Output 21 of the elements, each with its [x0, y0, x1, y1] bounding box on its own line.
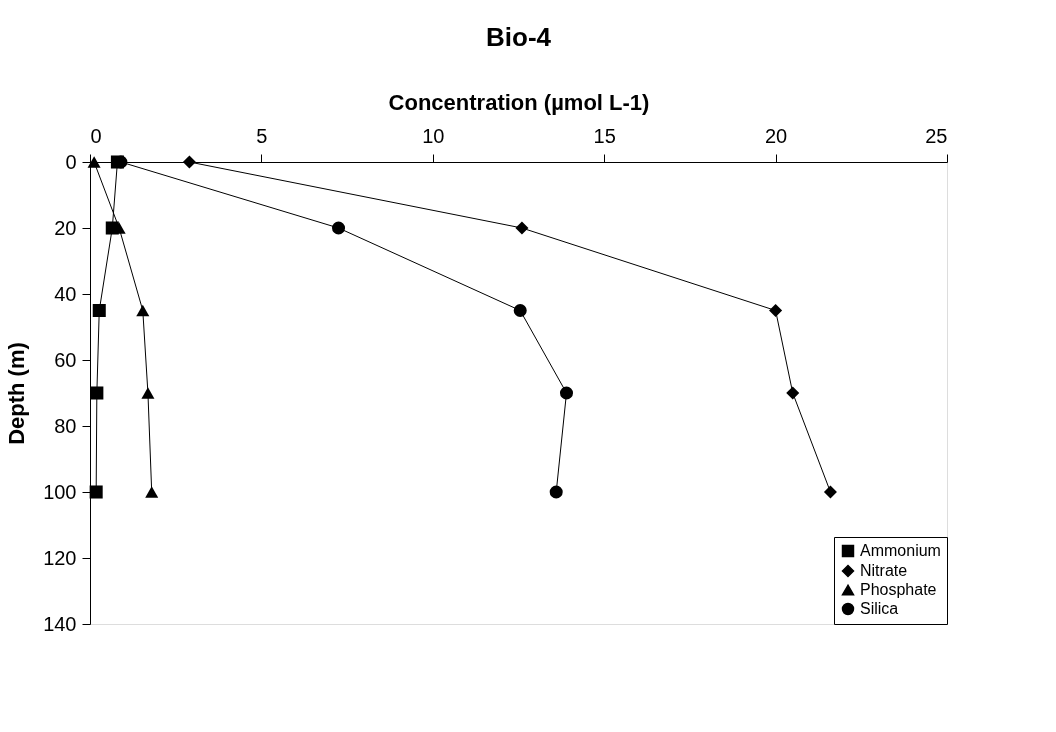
y-tick-label: 40 — [54, 282, 77, 305]
legend-label: Nitrate — [860, 562, 908, 579]
x-tick-label: 5 — [256, 124, 268, 147]
legend-label: Silica — [860, 600, 899, 617]
x-tick-label: 10 — [422, 124, 445, 147]
y-tick-label: 20 — [54, 216, 77, 239]
x-tick-label: 20 — [764, 124, 788, 147]
y-axis-title: Depth (m) — [4, 342, 30, 445]
x-axis-title: Concentration (µmol L-1) — [388, 89, 650, 115]
y-tick-label: 0 — [65, 150, 77, 173]
legend-label: Ammonium — [860, 542, 941, 559]
y-tick-label: 60 — [54, 348, 77, 371]
chart-title: Bio-4 — [486, 22, 552, 52]
x-tick-label: 25 — [925, 124, 948, 147]
y-tick-label: 80 — [54, 414, 77, 437]
y-tick-label: 120 — [43, 546, 77, 569]
x-tick-label: 0 — [90, 124, 102, 147]
y-tick-label: 140 — [43, 612, 77, 635]
legend-label: Phosphate — [860, 581, 937, 598]
x-tick-label: 15 — [593, 124, 616, 147]
y-tick-label: 100 — [43, 480, 77, 503]
